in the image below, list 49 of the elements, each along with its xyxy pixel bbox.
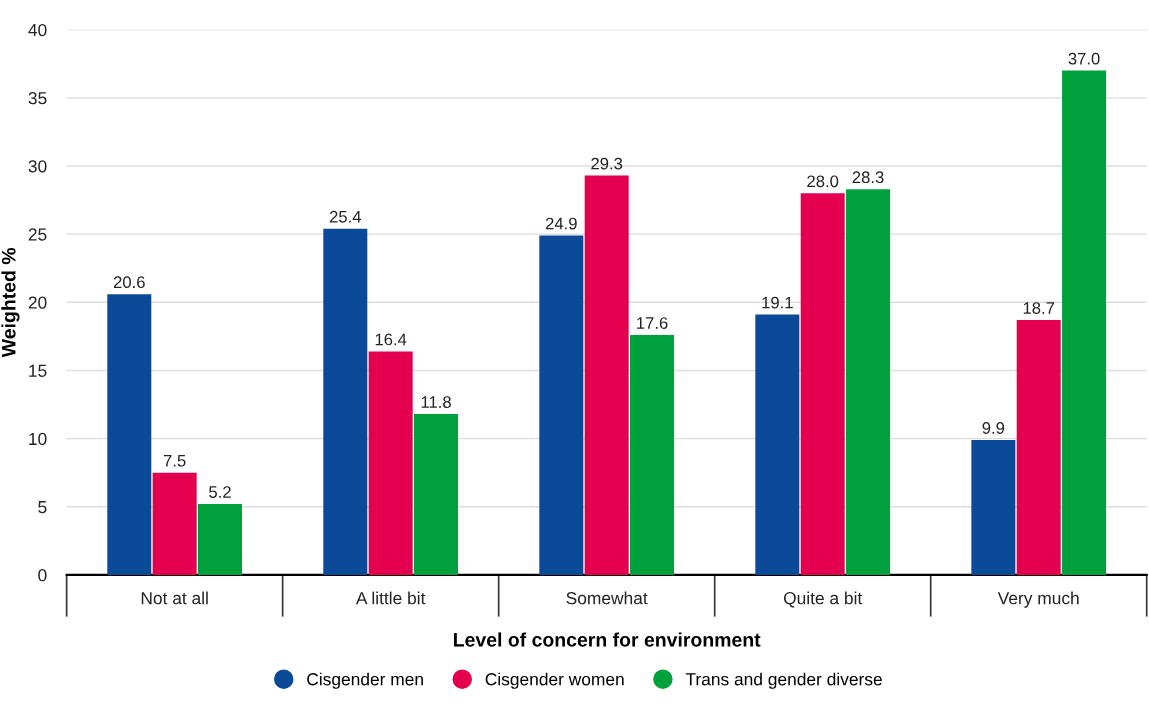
legend-label: Cisgender men [307,672,423,689]
data-label: 18.7 [1023,302,1055,314]
legend-label: Cisgender women [485,672,624,689]
bar [755,314,800,575]
data-label: 17.6 [637,317,668,329]
bar [107,294,152,575]
bar [539,235,584,575]
bar [414,414,459,575]
data-label: 28.0 [807,175,839,188]
bar [971,439,1016,575]
x-tick-label: Somewhat [566,591,648,605]
x-tick-label: Very much [997,591,1079,608]
bar [368,351,413,575]
y-tick-label: 30 [28,160,47,173]
data-label: 20.6 [113,276,145,289]
data-label: 11.8 [421,396,451,408]
y-tick-label: 35 [28,92,47,105]
data-label: 24.9 [545,217,577,230]
data-label: 5.2 [209,486,231,498]
legend-label: Trans and gender diverse [685,672,882,689]
data-label: 19.1 [762,296,793,309]
bar [323,228,368,575]
bar [630,335,675,575]
x-tick-label: Not at all [141,591,208,605]
y-tick-label: 15 [29,364,47,377]
data-label: 25.4 [329,210,362,223]
bar [584,175,629,575]
data-label: 37.0 [1068,52,1100,65]
y-tick-label: 10 [29,432,47,446]
y-tick-label: 0 [38,569,47,582]
bar [800,193,845,575]
x-tick-label: Quite a bit [783,591,863,608]
bar [1062,70,1107,575]
bar [1016,320,1061,575]
y-tick-label: 20 [28,296,47,309]
data-label: 16.4 [375,333,407,346]
y-axis-title: Weighted % [1,247,20,358]
bar [846,189,891,575]
y-tick-label: 5 [38,501,47,514]
data-label: 29.3 [591,157,623,170]
y-tick-label: 25 [28,228,47,241]
y-tick-label: 40 [28,23,47,37]
data-label: 28.3 [852,171,884,184]
data-label: 9.9 [982,422,1005,434]
x-tick-label: A little bit [355,591,426,605]
x-axis-title: Level of concern for environment [454,632,761,647]
bar [198,504,243,575]
bar [152,472,197,575]
data-label: 7.5 [163,454,186,467]
